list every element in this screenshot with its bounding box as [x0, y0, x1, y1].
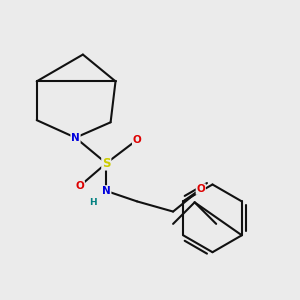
- Text: N: N: [71, 133, 80, 143]
- Text: O: O: [75, 181, 84, 191]
- Text: N: N: [102, 186, 111, 196]
- Text: S: S: [102, 157, 110, 170]
- Text: O: O: [133, 135, 141, 145]
- Text: O: O: [196, 184, 205, 194]
- Text: H: H: [89, 198, 97, 207]
